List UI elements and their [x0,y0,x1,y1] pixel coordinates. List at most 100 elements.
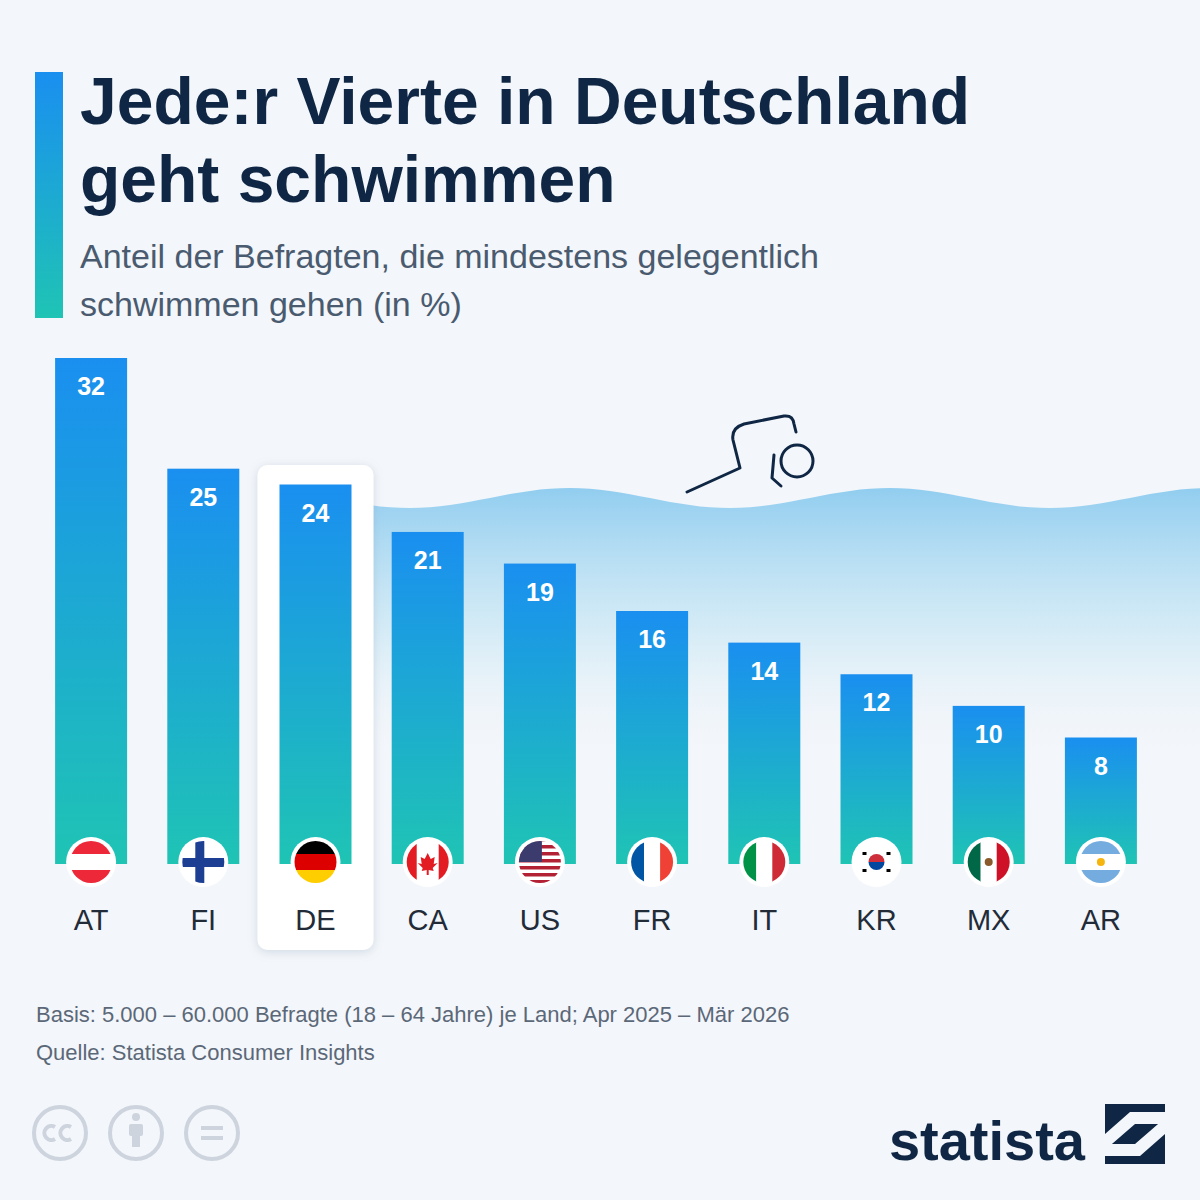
flag [179,838,227,886]
flag-part [863,852,867,855]
flag-part [292,838,340,854]
data-label: 16 [638,625,666,653]
flag [67,838,115,886]
license-glyph [201,1126,223,1130]
logo-stripe [1105,1118,1165,1156]
flag [1077,838,1125,886]
tick-label: CA [408,904,449,936]
bar [616,611,688,864]
data-label: 19 [526,578,554,606]
data-label: 8 [1094,752,1108,780]
bar [841,674,913,864]
flag-part [439,838,452,886]
flag-part [869,854,885,862]
flag-border [852,837,902,887]
swimmer-icon [687,416,813,492]
flag [965,838,1013,886]
flag-border [1076,837,1126,887]
data-label: 10 [975,720,1003,748]
flag-part [195,838,204,886]
accent-bar [35,72,63,318]
flag-part [997,838,1013,886]
flag [516,838,564,884]
logo-icon [1105,1104,1165,1164]
data-label: 24 [302,499,330,527]
tick-label: KR [856,904,896,936]
license-icon [110,1107,162,1159]
flag-part [67,870,115,886]
logo: statista [889,1109,1086,1172]
flag-part [887,869,891,872]
flag-part [853,838,901,886]
data-label: 14 [750,657,778,685]
data-label: 21 [414,546,442,574]
bar [504,564,576,864]
flag-part [292,870,340,886]
flag-part [516,838,564,842]
flag-part [1077,854,1125,870]
title-line: Jede:r Vierte in Deutschland [80,64,970,138]
flag-part [965,838,981,886]
tick-label: US [520,904,560,936]
flag-part [516,880,564,884]
bar [167,469,239,864]
flag-part [1077,870,1125,886]
flag-part [863,869,867,872]
flag-part [644,838,660,886]
bar [728,643,800,864]
flag-part [418,853,438,875]
flag-part [660,838,676,886]
subtitle: Anteil der Befragten, die mindestens gel… [80,237,819,323]
flag-part [404,838,417,886]
bar [392,532,464,864]
flag-part [1077,838,1125,854]
bar [55,358,127,864]
swimmer-head [781,445,813,477]
flag-part [740,838,756,886]
license-icon [186,1107,238,1159]
flag-border [964,837,1014,887]
flag-part [292,854,340,870]
flag-border [403,837,453,887]
title-line: geht schwimmen [80,142,615,216]
flag [292,838,340,886]
flag-part [179,838,227,886]
title: Jede:r Vierte in Deutschlandgeht schwimm… [80,64,970,216]
flag-border [739,837,789,887]
tick-label: AR [1081,904,1121,936]
license-glyph [132,1134,140,1147]
flag-border [515,837,565,887]
license-glyph [44,1126,55,1140]
flag-part [67,854,115,870]
flag-part [67,838,115,854]
tick-label: FI [190,904,216,936]
data-label: 25 [189,483,217,511]
flag-part [756,838,772,886]
source: Quelle: Statista Consumer Insights [36,1040,375,1065]
license-circle [34,1107,86,1159]
flag-border [627,837,677,887]
flag [740,838,788,886]
bar [280,485,352,865]
flag-part [516,866,564,870]
logo-square [1105,1104,1165,1164]
license-circle [110,1107,162,1159]
flag-part [516,873,564,877]
subtitle-line: schwimmen gehen (in %) [80,285,462,323]
license-glyph [201,1136,223,1140]
license-circle [186,1107,238,1159]
flag-part [985,858,993,866]
data-label: 32 [77,372,105,400]
license-glyph [132,1113,140,1121]
bars [55,358,1137,864]
flag-part [981,838,997,886]
highlight-box [258,465,374,950]
flag-border [66,837,116,887]
license-glyph [60,1126,71,1140]
flag-part [516,838,542,862]
swimmer-body [687,416,796,492]
flag-part [628,838,644,886]
background [0,0,1200,1200]
tick-label: FR [633,904,672,936]
bar [1065,738,1137,865]
